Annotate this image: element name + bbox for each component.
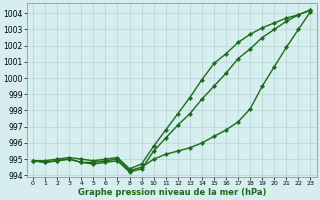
X-axis label: Graphe pression niveau de la mer (hPa): Graphe pression niveau de la mer (hPa): [77, 188, 266, 197]
